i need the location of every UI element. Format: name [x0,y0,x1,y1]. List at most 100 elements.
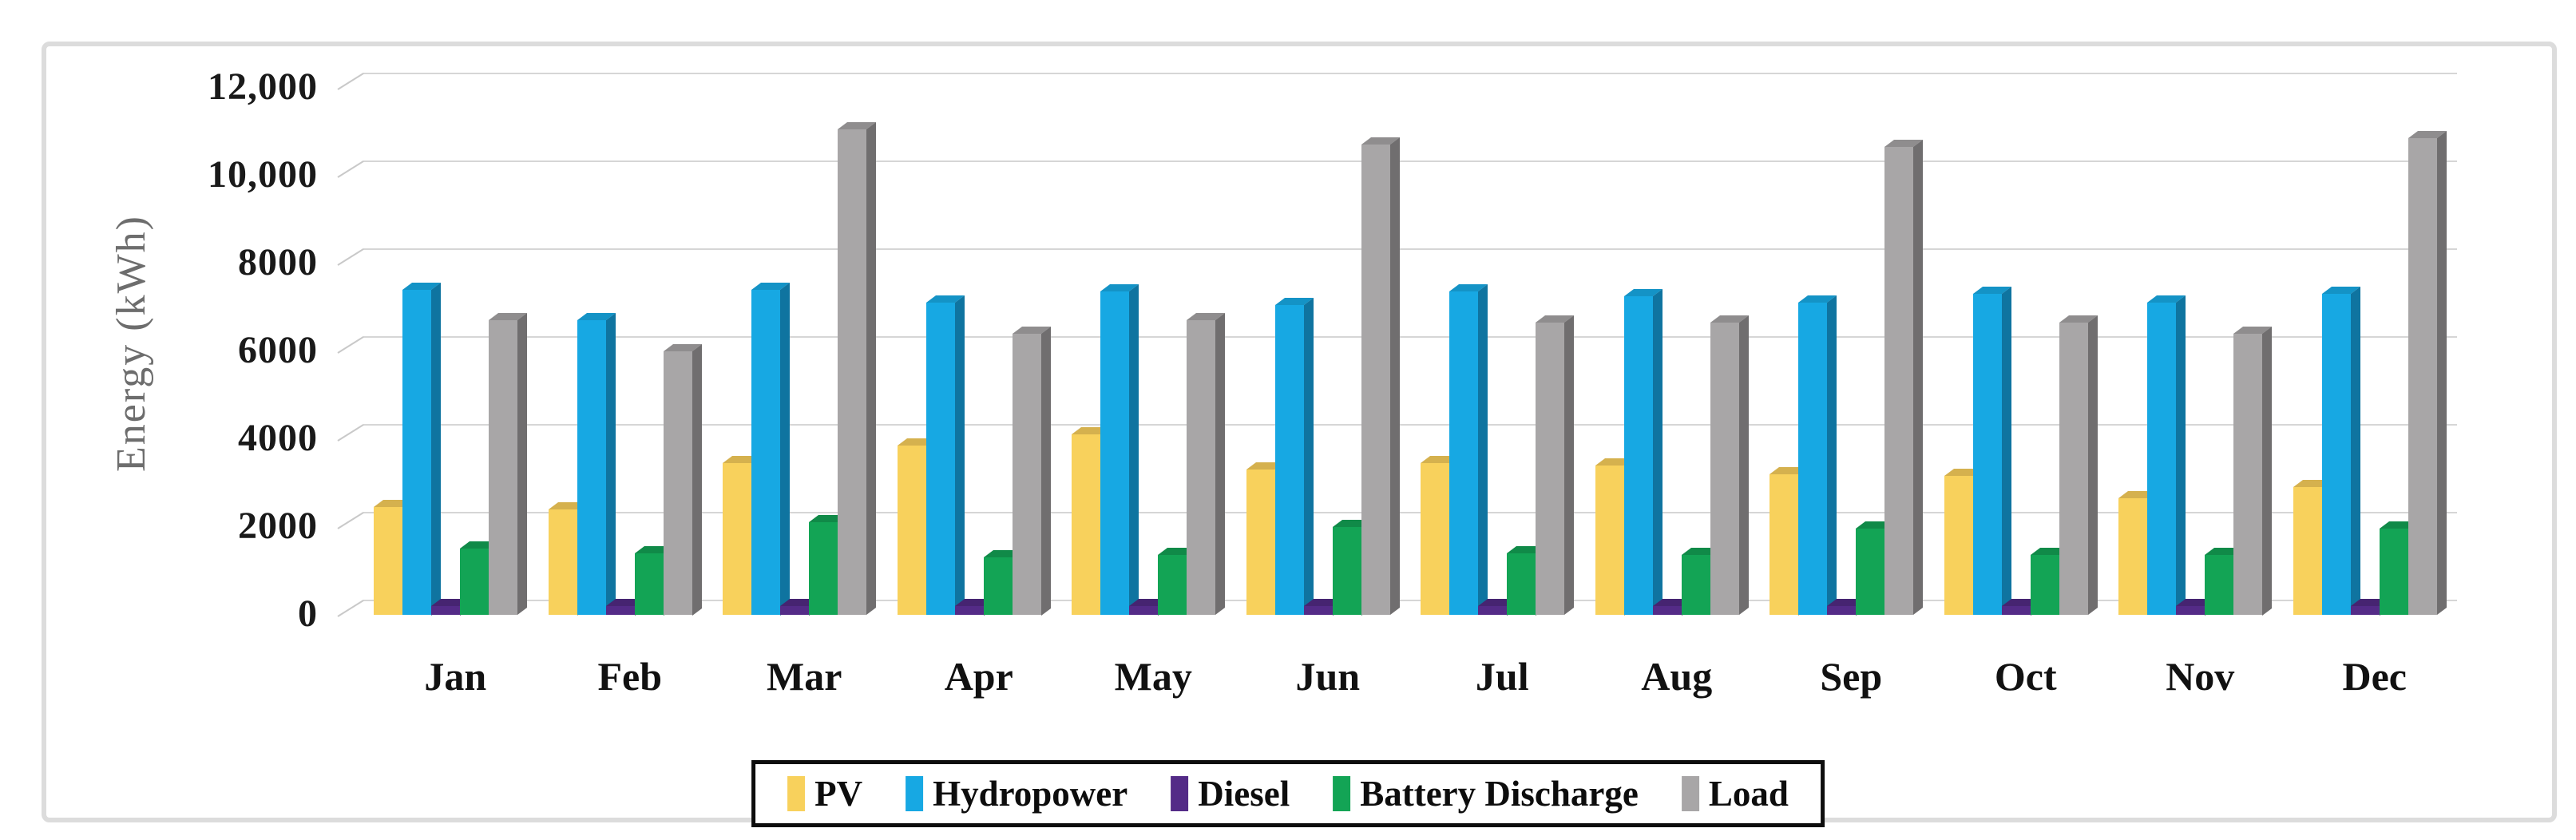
bar-face-side [1827,295,1837,615]
bar-battery-discharge-jun [1332,519,1371,615]
bar-hydropower-oct [1972,286,2011,615]
bar-face-side [2087,315,2098,615]
gridline-8000 [363,248,2457,250]
bar-face-side [1738,315,1749,615]
y-tick-label: 2000 [238,505,318,547]
bar-load-jun [1361,137,1400,615]
bar-face-front [954,605,984,615]
bar-face-front [1972,294,2002,615]
bar-pv-feb [548,501,587,615]
bar-face-front [751,289,781,615]
bar-face-side [605,312,616,615]
bar-face-side [780,282,791,615]
bar-load-jan [489,312,528,615]
legend-label-pv: PV [814,774,863,814]
bar-face-front [489,320,518,615]
bar-battery-discharge-mar [809,514,848,615]
bar-face-front [2118,497,2148,615]
bar-battery-discharge-oct [2030,548,2069,615]
legend-label-hydropower: Hydropower [933,774,1128,814]
bar-face-front [925,303,955,615]
bar-load-sep [1884,139,1924,615]
bar-face-side [866,121,877,615]
y-tick-label: 6000 [238,329,318,371]
bar-load-apr [1012,326,1051,615]
gridline-depth-tick [337,512,364,529]
bar-hydropower-jul [1449,284,1488,615]
bar-face-front [1158,555,1187,615]
bar-face-side [1129,284,1139,615]
bar-face-side [1478,284,1488,615]
bar-load-feb [663,343,702,615]
bar-hydropower-sep [1798,295,1837,615]
bar-face-front [1421,462,1450,615]
bar-face-front [1652,605,1682,615]
bar-face-front [1798,303,1828,615]
bar-face-front [1827,605,1857,615]
bar-pv-apr [897,438,936,615]
bar-face-front [2350,605,2380,615]
x-tick-label-aug: Aug [1641,654,1713,699]
gridline-2000 [363,512,2457,513]
bar-hydropower-dec [2321,286,2360,615]
legend-label-battery-discharge: Battery Discharge [1360,774,1639,814]
legend-label-diesel: Diesel [1198,774,1290,814]
bar-load-oct [2059,315,2098,615]
gridline-6000 [363,336,2457,338]
bar-diesel-nov [2176,598,2215,615]
bar-face-front [1246,470,1275,615]
bar-pv-aug [1595,458,1634,615]
bar-face-front [1710,322,1739,615]
bar-face-side [2436,130,2447,615]
bar-load-jul [1536,315,1575,615]
bar-face-side [2176,295,2186,615]
bar-hydropower-mar [751,282,791,615]
x-tick-label-mar: Mar [767,654,842,699]
bar-hydropower-aug [1623,288,1663,615]
legend-swatch-load [1681,776,1699,811]
bar-diesel-jun [1303,598,1342,615]
bar-battery-discharge-jul [1507,545,1546,615]
gridline-depth-tick [337,424,364,442]
bar-face-front [2030,555,2059,615]
bar-face-side [1389,137,1400,615]
bar-face-front [2321,294,2351,615]
gridline-depth-tick [337,600,364,617]
legend-item-diesel: Diesel [1171,774,1290,814]
gridline-10000 [363,160,2457,162]
bar-face-side [517,312,528,615]
x-tick-label-jun: Jun [1295,654,1361,699]
bar-face-front [1770,473,1799,615]
bar-battery-discharge-sep [1856,521,1895,615]
bar-face-front [577,320,606,615]
bar-hydropower-nov [2147,295,2186,615]
legend: PV Hydropower Diesel Battery Discharge Load [751,760,1825,827]
bar-face-front [2293,487,2322,615]
bar-pv-oct [1944,469,1983,615]
bar-face-front [780,605,810,615]
gridline-depth-tick [337,160,364,178]
x-tick-label-feb: Feb [597,654,663,699]
bar-battery-discharge-aug [1681,548,1720,615]
bar-face-front [1100,291,1130,615]
bar-face-front [2059,322,2088,615]
bar-battery-discharge-feb [634,545,673,615]
bar-face-front [838,129,867,615]
bar-face-side [1303,297,1314,615]
bar-pv-jun [1246,462,1285,615]
bar-diesel-sep [1827,598,1866,615]
legend-swatch-pv [787,776,806,811]
bar-pv-dec [2293,479,2332,615]
legend-item-load: Load [1681,774,1789,814]
gridline-4000 [363,424,2457,426]
bar-face-front [1187,320,1216,615]
bar-face-side [2262,326,2273,615]
bar-hydropower-apr [925,295,965,615]
bar-face-front [2176,605,2205,615]
bar-battery-discharge-may [1158,548,1197,615]
x-tick-label-nov: Nov [2166,654,2235,699]
bar-diesel-jan [431,598,470,615]
bar-diesel-aug [1652,598,1691,615]
gridline-12000 [363,73,2457,74]
